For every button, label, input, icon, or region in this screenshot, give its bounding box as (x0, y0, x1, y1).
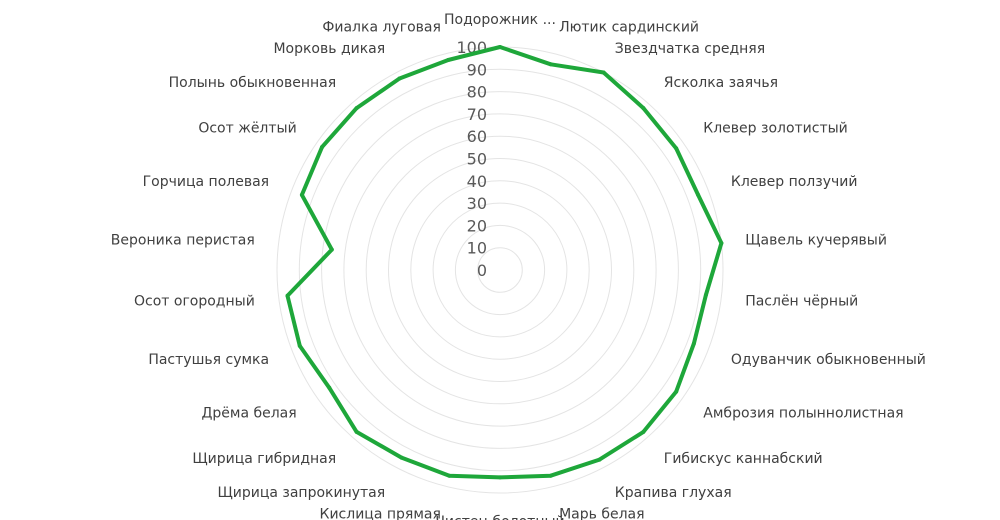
data-point-22 (320, 145, 324, 150)
category-labels: Подорожник ... Лютик сардинский Звездчатка… (111, 12, 926, 520)
data-point-21 (299, 192, 304, 197)
category-label: Щирица гибридная (192, 451, 336, 467)
category-label: Полынь обыкновенная (169, 75, 337, 91)
tick-label: 20 (467, 216, 487, 235)
data-point-8 (691, 341, 696, 346)
grid-ring-90 (298, 68, 702, 472)
data-point-9 (674, 389, 679, 394)
category-label: Горчица полевая (143, 174, 269, 190)
category-label: Осот жёлтый (198, 120, 296, 136)
grid-ring-40 (410, 180, 590, 360)
grid-ring-60 (365, 135, 635, 405)
data-point-24 (397, 76, 402, 81)
data-point-3 (641, 106, 646, 111)
data-point-13 (498, 475, 502, 480)
tick-label: 90 (467, 60, 487, 79)
tick-label: 30 (467, 194, 487, 213)
category-label: Щирица запрокинутая (217, 485, 385, 501)
data-point-0 (498, 45, 502, 49)
data-point-15 (399, 455, 404, 460)
data-point-4 (674, 146, 679, 151)
grid-ring-30 (432, 202, 568, 338)
category-label: Фиалка луговая (322, 19, 441, 35)
category-label: Клевер золотистый (703, 120, 847, 136)
category-label: Чистец болотный (435, 514, 564, 520)
category-label: Одуванчик обыкновенный (731, 352, 926, 368)
category-label: Гибискус каннабский (664, 451, 823, 467)
series-layer (285, 45, 724, 480)
tick-label: 70 (467, 105, 487, 124)
tick-label: 40 (467, 172, 487, 191)
tick-label: 50 (467, 150, 487, 169)
category-label: Щавель кучерявый (745, 233, 887, 249)
tick-label: 10 (467, 239, 487, 258)
grid-ring-50 (388, 158, 612, 382)
tick-label: 80 (467, 83, 487, 102)
category-label: Марь белая (559, 507, 644, 520)
data-point-2 (601, 70, 606, 75)
category-label: Морковь дикая (273, 41, 385, 57)
category-label: Лютик сардинский (559, 19, 699, 35)
data-point-25 (446, 58, 451, 62)
data-point-17 (327, 385, 332, 390)
data-point-19 (285, 293, 290, 298)
category-label: Осот огородный (134, 293, 255, 309)
category-label: Подорожник ... (444, 12, 556, 28)
data-point-12 (548, 473, 553, 478)
data-point-18 (297, 343, 302, 348)
grid-ring-10 (477, 247, 523, 293)
data-point-5 (696, 192, 701, 197)
category-label: Паслён чёрный (745, 293, 858, 309)
tick-label: 60 (467, 127, 487, 146)
category-label: Амброзия полыннолистная (703, 406, 903, 422)
category-label: Ясколка заячья (664, 75, 778, 91)
category-label: Кислица прямая (320, 507, 441, 520)
category-label: Клевер ползучий (731, 174, 858, 190)
tick-label: 0 (477, 261, 487, 280)
data-point-7 (703, 293, 708, 297)
data-point-6 (719, 241, 724, 246)
data-point-11 (597, 457, 602, 462)
grid-ring-70 (343, 113, 657, 427)
category-label: Пастушья сумка (148, 352, 269, 368)
data-point-20 (329, 247, 334, 252)
category-label: Крапива глухая (615, 485, 732, 501)
grid-ring-20 (454, 224, 546, 316)
category-label: Дрёма белая (201, 406, 296, 422)
data-point-1 (548, 62, 553, 67)
grid-ring-80 (321, 91, 679, 449)
category-label: Вероника перистая (111, 233, 255, 249)
radar-grid (276, 46, 724, 494)
category-label: Звездчатка средняя (615, 41, 765, 57)
data-point-10 (641, 429, 646, 434)
data-point-16 (354, 429, 359, 434)
data-point-14 (447, 473, 452, 478)
data-point-23 (354, 106, 359, 111)
